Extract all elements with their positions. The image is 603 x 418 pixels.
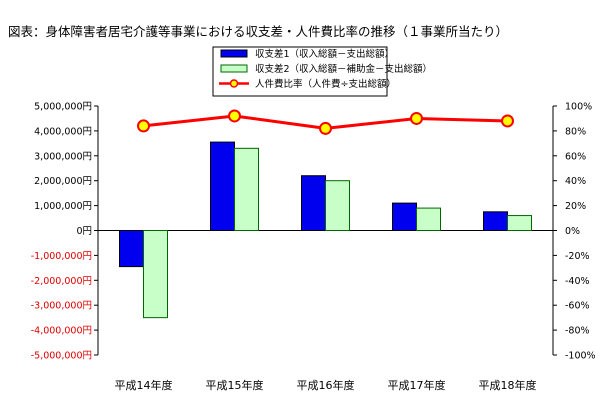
x-tick-label: 平成16年度	[297, 378, 355, 392]
right-tick-label: -100%	[565, 351, 596, 362]
left-tick-label: 4,000,000円	[34, 126, 92, 137]
chart-title: 図表：身体障害者居宅介護等事業における収支差・人件費比率の推移（１事業所当たり）	[8, 24, 508, 39]
ratio-point	[501, 114, 514, 128]
bar-2	[143, 230, 168, 319]
legend-swatch	[220, 49, 248, 58]
bar-1	[483, 211, 508, 231]
bar-1	[119, 230, 144, 268]
x-tick-label: 平成15年度	[206, 378, 264, 392]
legend-marker	[229, 79, 239, 88]
left-tick-label: 5,000,000円	[34, 102, 92, 113]
bar-1	[392, 202, 417, 231]
left-tick-label: 2,000,000円	[34, 176, 92, 187]
bar-2	[416, 207, 441, 231]
x-tick-label: 平成18年度	[479, 378, 537, 392]
left-tick-label: -1,000,000円	[31, 251, 92, 262]
right-tick-label: 20%	[565, 201, 586, 212]
right-tick-label: 60%	[565, 151, 586, 162]
right-tick-label: 100%	[565, 102, 592, 113]
legend-label: 収支差2（収入総額－補助金－支出総額）	[255, 63, 432, 75]
left-tick-label: -4,000,000円	[31, 326, 92, 337]
legend: 収支差1（収入総額－支出総額） 収支差2（収入総額－補助金－支出総額） 人件費比率（…	[212, 46, 432, 97]
x-axis-labels: 平成14年度 平成15年度 平成16年度 平成17年度 平成18年度	[115, 378, 537, 392]
ratio-point	[410, 111, 423, 125]
axes: 5,000,000円 4,000,000円 3,000,000円 2,000,000円…	[31, 102, 596, 362]
x-tick-label: 平成17年度	[388, 378, 446, 392]
right-tick-label: -80%	[565, 326, 590, 337]
ratio-point	[137, 119, 150, 133]
legend-label: 人件費比率（人件費÷支出総額）	[255, 78, 396, 90]
legend-label: 収支差1（収入総額－支出総額）	[255, 48, 394, 60]
bar-2	[234, 147, 259, 231]
ratio-point	[228, 109, 241, 123]
left-tick-label: -2,000,000円	[31, 276, 92, 287]
bar-2	[325, 180, 350, 231]
left-tick-label: 0円	[76, 226, 92, 237]
left-tick-label: -5,000,000円	[31, 351, 92, 362]
right-tick-label: 80%	[565, 126, 586, 137]
right-tick-label: -40%	[565, 276, 590, 287]
right-tick-label: -60%	[565, 301, 590, 312]
right-tick-label: 40%	[565, 176, 586, 187]
left-tick-label: 1,000,000円	[34, 201, 92, 212]
legend-swatch	[220, 64, 248, 73]
left-tick-label: -3,000,000円	[31, 301, 92, 312]
ratio-point	[319, 121, 332, 135]
bar-1	[301, 175, 326, 231]
bar-2	[507, 215, 532, 231]
bar-1	[210, 141, 235, 231]
x-tick-label: 平成14年度	[115, 378, 173, 392]
line-series	[137, 109, 514, 135]
right-tick-label: -20%	[565, 251, 590, 262]
right-tick-label: 0%	[565, 226, 580, 237]
bars	[119, 141, 532, 319]
left-tick-label: 3,000,000円	[34, 151, 92, 162]
